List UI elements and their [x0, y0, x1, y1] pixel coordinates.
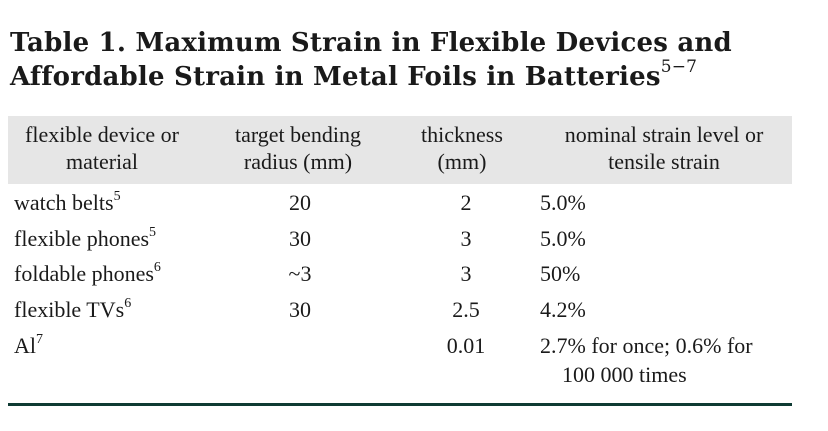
- header-thickness-line1: thickness: [421, 122, 503, 147]
- cell-device: Al7: [14, 329, 43, 363]
- caption-title: Table 1. Maximum Strain in Flexible Devi…: [10, 28, 732, 92]
- table-row: watch belts5 20 2 5.0%: [8, 186, 792, 220]
- table-bottom-rule: [8, 403, 792, 406]
- cell-thickness: 0.01: [418, 329, 514, 363]
- cell-strain: 5.0%: [540, 186, 586, 220]
- cell-device: foldable phones6: [14, 257, 161, 291]
- cell-thickness: 2.5: [418, 293, 514, 327]
- header-radius: target bending radius (mm): [214, 121, 382, 175]
- device-name: watch belts: [14, 190, 114, 215]
- device-ref: 5: [149, 225, 156, 240]
- table-row: flexible phones5 30 3 5.0%: [8, 222, 792, 256]
- device-name: Al: [14, 333, 36, 358]
- cell-strain-continuation: 100 000 times: [562, 361, 687, 389]
- cell-strain: 2.7% for once; 0.6% for: [540, 329, 753, 363]
- table-row: flexible TVs6 30 2.5 4.2%: [8, 293, 792, 327]
- header-radius-line2: radius (mm): [244, 149, 352, 174]
- cell-thickness: 3: [418, 222, 514, 256]
- cell-device: watch belts5: [14, 186, 121, 220]
- header-thickness-line2: (mm): [438, 149, 487, 174]
- cell-thickness: 3: [418, 257, 514, 291]
- device-ref: 6: [124, 296, 131, 311]
- device-ref: 5: [114, 189, 121, 204]
- cell-strain: 5.0%: [540, 222, 586, 256]
- device-ref: 6: [154, 260, 161, 275]
- header-strain-line1: nominal strain level or: [565, 122, 764, 147]
- cell-radius: 30: [242, 293, 358, 327]
- cell-device: flexible TVs6: [14, 293, 131, 327]
- header-device-line2: material: [66, 149, 138, 174]
- table-row: Al7 0.01 2.7% for once; 0.6% for: [8, 329, 792, 363]
- cell-radius: 20: [242, 186, 358, 220]
- table-caption: Table 1. Maximum Strain in Flexible Devi…: [10, 26, 810, 94]
- cell-strain: 4.2%: [540, 293, 586, 327]
- cell-strain: 50%: [540, 257, 580, 291]
- caption-refs: 5−7: [661, 57, 697, 77]
- cell-radius: ~3: [242, 257, 358, 291]
- header-radius-line1: target bending: [235, 122, 361, 147]
- cell-radius: 30: [242, 222, 358, 256]
- header-device: flexible device or material: [12, 121, 192, 175]
- cell-device: flexible phones5: [14, 222, 156, 256]
- header-strain: nominal strain level or tensile strain: [536, 121, 792, 175]
- header-thickness: thickness (mm): [410, 121, 514, 175]
- cell-thickness: 2: [418, 186, 514, 220]
- device-name: foldable phones: [14, 261, 154, 286]
- header-device-line1: flexible device or: [25, 122, 179, 147]
- device-name: flexible TVs: [14, 297, 124, 322]
- device-name: flexible phones: [14, 226, 149, 251]
- header-strain-line2: tensile strain: [608, 149, 720, 174]
- table-row: foldable phones6 ~3 3 50%: [8, 257, 792, 291]
- device-ref: 7: [36, 332, 43, 347]
